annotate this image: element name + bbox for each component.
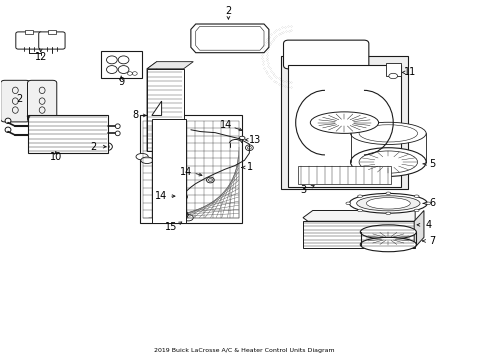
- FancyBboxPatch shape: [16, 32, 42, 49]
- Text: 9: 9: [118, 77, 124, 87]
- Ellipse shape: [413, 195, 418, 198]
- Text: 4: 4: [425, 220, 430, 230]
- Bar: [303, 221, 414, 248]
- Bar: [288, 65, 400, 187]
- Text: 12: 12: [35, 52, 47, 62]
- Ellipse shape: [136, 153, 148, 160]
- Text: 11: 11: [404, 67, 416, 77]
- Ellipse shape: [206, 177, 214, 183]
- Ellipse shape: [360, 237, 415, 252]
- Text: 14: 14: [180, 167, 192, 177]
- Text: 14: 14: [220, 121, 232, 130]
- Ellipse shape: [350, 122, 425, 144]
- Text: 6: 6: [428, 198, 434, 208]
- Ellipse shape: [425, 202, 430, 204]
- Ellipse shape: [179, 194, 187, 200]
- Bar: [281, 56, 407, 189]
- Bar: [147, 69, 183, 151]
- Bar: [27, 116, 108, 153]
- Ellipse shape: [413, 209, 418, 212]
- Ellipse shape: [115, 131, 120, 136]
- Ellipse shape: [385, 192, 390, 194]
- Bar: [25, 30, 33, 34]
- Bar: [385, 63, 400, 76]
- Text: 5: 5: [428, 159, 434, 169]
- Text: 2: 2: [225, 6, 231, 16]
- Ellipse shape: [141, 157, 153, 163]
- Ellipse shape: [385, 212, 390, 215]
- Text: 2: 2: [16, 94, 22, 104]
- FancyBboxPatch shape: [39, 32, 65, 49]
- FancyBboxPatch shape: [0, 80, 30, 122]
- Polygon shape: [152, 101, 161, 116]
- Text: 14: 14: [154, 191, 166, 201]
- Bar: [298, 166, 390, 184]
- Text: 3: 3: [299, 185, 305, 195]
- Ellipse shape: [388, 73, 397, 79]
- FancyBboxPatch shape: [27, 80, 57, 122]
- Text: 15: 15: [165, 222, 177, 231]
- Ellipse shape: [357, 195, 362, 198]
- Text: 8: 8: [132, 111, 139, 121]
- Polygon shape: [147, 62, 193, 69]
- Ellipse shape: [239, 136, 244, 140]
- Bar: [152, 119, 185, 223]
- Text: 13: 13: [248, 135, 261, 145]
- Polygon shape: [147, 62, 157, 151]
- Ellipse shape: [183, 215, 193, 221]
- Ellipse shape: [357, 209, 362, 212]
- Text: 2019 Buick LaCrosse A/C & Heater Control Units Diagram: 2019 Buick LaCrosse A/C & Heater Control…: [154, 348, 334, 353]
- Ellipse shape: [360, 225, 415, 239]
- Text: 10: 10: [50, 152, 62, 162]
- Ellipse shape: [345, 202, 350, 204]
- Ellipse shape: [115, 124, 120, 129]
- Text: 1: 1: [247, 162, 253, 172]
- Ellipse shape: [310, 112, 378, 134]
- Ellipse shape: [358, 151, 417, 173]
- Bar: [101, 51, 142, 78]
- Ellipse shape: [356, 196, 419, 211]
- FancyBboxPatch shape: [283, 40, 368, 69]
- Text: 7: 7: [428, 236, 434, 246]
- Polygon shape: [413, 211, 423, 248]
- Ellipse shape: [350, 148, 425, 176]
- Bar: [48, 30, 56, 34]
- Ellipse shape: [245, 145, 253, 150]
- Ellipse shape: [366, 198, 409, 209]
- Ellipse shape: [5, 118, 11, 123]
- Ellipse shape: [348, 193, 427, 213]
- Ellipse shape: [5, 127, 11, 132]
- Text: 2: 2: [90, 141, 96, 152]
- Ellipse shape: [102, 143, 112, 150]
- Polygon shape: [303, 211, 414, 221]
